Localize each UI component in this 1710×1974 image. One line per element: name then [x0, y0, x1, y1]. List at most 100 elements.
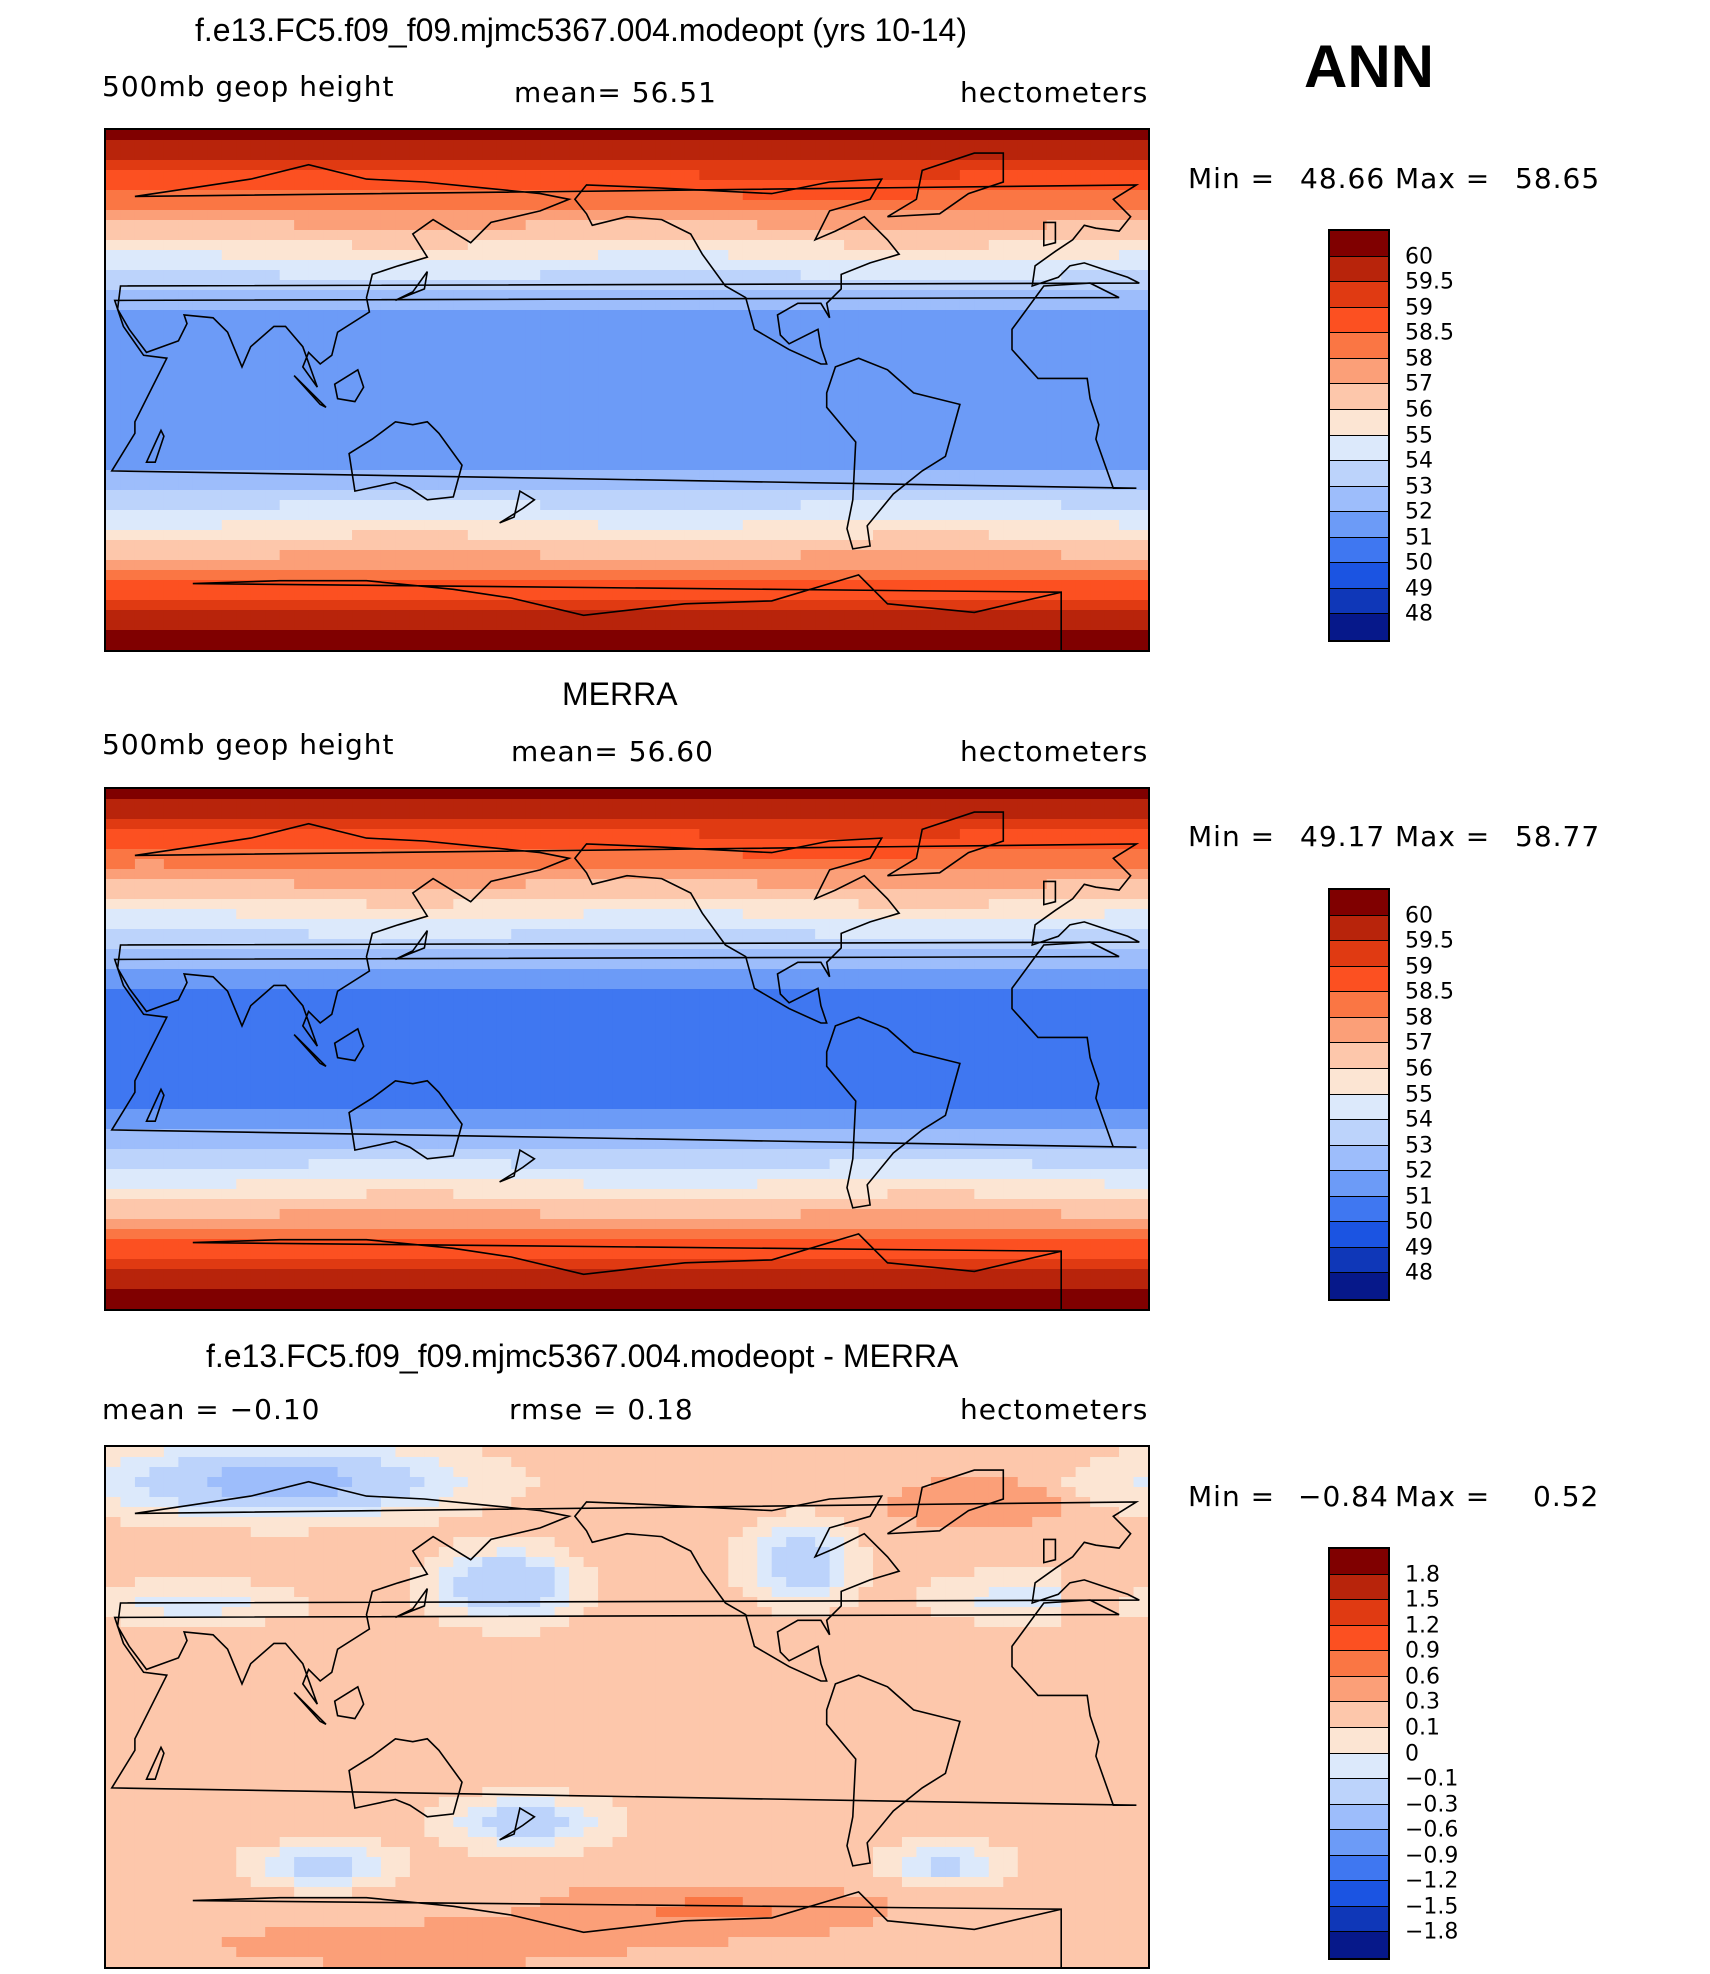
field-cell — [815, 180, 831, 191]
field-cell — [713, 789, 729, 800]
field-cell — [366, 839, 382, 850]
field-cell — [1119, 540, 1135, 551]
field-cell — [728, 330, 744, 341]
field-cell — [670, 879, 686, 890]
field-cell — [583, 899, 599, 910]
field-cell — [120, 130, 136, 141]
field-cell — [540, 630, 556, 641]
field-cell — [352, 440, 368, 451]
field-cell — [988, 270, 1004, 281]
field-cell — [569, 819, 585, 830]
field-cell — [641, 300, 657, 311]
field-cell — [612, 410, 628, 421]
field-cell — [236, 210, 252, 221]
field-cell — [409, 180, 425, 191]
field-cell — [598, 240, 614, 251]
field-cell — [988, 130, 1004, 141]
field-cell — [207, 500, 223, 511]
field-cell — [554, 130, 570, 141]
field-cell — [612, 889, 628, 900]
field-cell — [1032, 170, 1048, 181]
field-cell — [598, 490, 614, 501]
field-cell — [380, 160, 397, 171]
field-cell — [1119, 869, 1135, 880]
field-cell — [352, 180, 368, 191]
field-cell — [554, 799, 570, 810]
field-cell — [482, 839, 498, 850]
field-cell — [352, 240, 368, 251]
field-cell — [655, 240, 672, 251]
field-cell — [1090, 909, 1106, 920]
field-cell — [786, 420, 802, 431]
field-cell — [453, 140, 469, 151]
field-cell — [945, 550, 961, 561]
field-cell — [511, 270, 527, 281]
field-cell — [684, 630, 700, 641]
field-cell — [569, 200, 585, 211]
field-cell — [409, 350, 425, 361]
field-cell — [974, 939, 990, 950]
field-cell — [757, 400, 773, 411]
field-cell — [453, 130, 469, 141]
field-cell — [178, 550, 194, 561]
field-cell — [323, 140, 339, 151]
field-cell — [641, 410, 657, 421]
field-cell — [1133, 909, 1148, 920]
field-cell — [120, 460, 136, 471]
field-cell — [323, 869, 339, 880]
field-cell — [279, 879, 295, 890]
field-cell — [1032, 480, 1048, 491]
field-cell — [1003, 210, 1019, 221]
field-cell — [887, 380, 903, 391]
field-cell — [294, 350, 310, 361]
field-cell — [192, 560, 208, 571]
field-cell — [655, 869, 672, 880]
field-cell — [163, 819, 179, 830]
field-cell — [192, 879, 208, 890]
field-cell — [496, 530, 512, 541]
field-cell — [844, 330, 860, 341]
field-cell — [1133, 150, 1148, 161]
field-cell — [1061, 580, 1077, 591]
field-cell — [627, 460, 643, 471]
field-cell — [815, 520, 831, 531]
field-cell — [424, 240, 440, 251]
field-cell — [134, 440, 151, 451]
field-cell — [598, 160, 614, 171]
field-cell — [1003, 250, 1019, 261]
field-cell — [149, 460, 165, 471]
field-cell — [1003, 570, 1019, 581]
field-cell — [713, 340, 729, 351]
field-cell — [236, 380, 252, 391]
field-cell — [294, 440, 310, 451]
field-cell — [1061, 420, 1077, 431]
field-cell — [265, 470, 281, 481]
field-cell — [149, 570, 165, 581]
field-cell — [250, 300, 266, 311]
field-cell — [511, 520, 527, 531]
field-cell — [598, 310, 614, 321]
field-cell — [1075, 480, 1091, 491]
field-cell — [178, 829, 194, 840]
field-cell — [221, 909, 237, 920]
field-cell — [525, 899, 541, 910]
field-cell — [453, 600, 469, 611]
field-cell — [670, 929, 686, 940]
field-cell — [250, 949, 266, 960]
field-cell — [453, 480, 469, 491]
field-cell — [192, 540, 208, 551]
field-cell — [771, 610, 787, 621]
field-cell — [800, 250, 816, 261]
field-cell — [279, 230, 295, 241]
field-cell — [959, 260, 975, 271]
field-cell — [540, 220, 556, 231]
field-cell — [294, 849, 310, 860]
field-cell — [453, 620, 469, 631]
field-cell — [1032, 270, 1048, 281]
field-cell — [873, 430, 889, 441]
field-cell — [467, 340, 483, 351]
field-cell — [1104, 620, 1120, 631]
field-cell — [930, 140, 946, 151]
field-cell — [974, 150, 990, 161]
field-cell — [771, 310, 787, 321]
